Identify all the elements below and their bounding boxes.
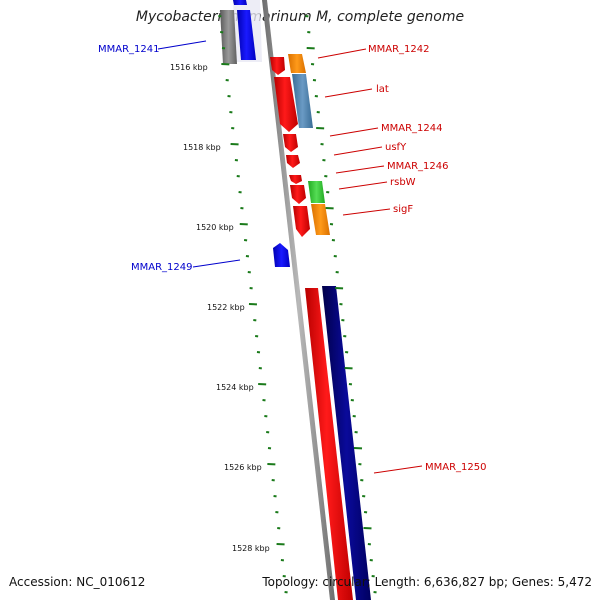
gene-top-blue-feature (233, 0, 247, 5)
gene-mmar-1249-feature (273, 243, 290, 267)
label-usfy[interactable]: usfY (385, 142, 407, 153)
gene-mmar-1241-feature (237, 10, 256, 60)
label-mmar-1249[interactable]: MMAR_1249 (131, 262, 193, 273)
genome-backbone (262, 0, 335, 600)
connector-mmar-1249 (192, 259, 241, 268)
gene-mmar-1242-orange-feature (288, 54, 306, 73)
gene-mmar-1242-feature (270, 57, 285, 75)
label-mmar-1244[interactable]: MMAR_1244 (381, 123, 443, 134)
label-sigf[interactable]: sigF (393, 204, 413, 215)
scale-label-1520: 1520 kbp (196, 223, 234, 232)
connector-usfy (333, 146, 383, 156)
label-rsbw[interactable]: rsbW (390, 177, 416, 188)
connector-rsbw (338, 181, 388, 190)
label-mmar-1242[interactable]: MMAR_1242 (368, 44, 430, 55)
connector-mmar-1242 (317, 48, 367, 59)
gene-lat-feature (274, 77, 298, 132)
gene-mmar-1246-feature (289, 175, 302, 184)
label-mmar-1250[interactable]: MMAR_1250 (425, 462, 487, 473)
accession-text: Accession: NC_010612 (9, 575, 146, 589)
connector-sigf (342, 208, 391, 216)
connector-mmar-1241 (157, 40, 207, 50)
map-title: Mycobacterium marinum M, complete genome (135, 9, 465, 25)
gene-mmar-1250-feature (322, 286, 371, 600)
scale-label-1526: 1526 kbp (224, 463, 262, 472)
label-mmar-1241[interactable]: MMAR_1241 (98, 44, 160, 55)
gene-sigf-orange-feature (311, 204, 330, 235)
scale-ticks (218, 15, 377, 594)
gene-lat-steelblue-feature (292, 74, 313, 128)
connector-mmar-1250 (373, 465, 423, 474)
connector-mmar-1246 (335, 165, 385, 174)
gene-rsbw-feature (290, 185, 306, 204)
connector-lat (324, 88, 373, 98)
scale-label-1518: 1518 kbp (183, 143, 221, 152)
gene-sigf-feature (293, 206, 310, 237)
scale-label-1528: 1528 kbp (232, 544, 270, 553)
gene-mmar-1241-gray-feature (220, 10, 237, 64)
connector-mmar-1244 (329, 127, 379, 137)
scale-label-1522: 1522 kbp (207, 303, 245, 312)
genome-info-text: Topology: circular; Length: 6,636,827 bp… (262, 575, 592, 589)
gene-rsbw-green-feature (308, 181, 325, 203)
label-connectors (157, 40, 423, 474)
gene-mmar-1250-red-feature (305, 288, 353, 600)
gene-usfy-feature (286, 155, 300, 168)
scale-label-1516: 1516 kbp (170, 63, 208, 72)
label-lat[interactable]: lat (376, 84, 389, 95)
gene-mmar-1244-feature (283, 134, 298, 152)
scale-label-1524: 1524 kbp (216, 383, 254, 392)
label-mmar-1246[interactable]: MMAR_1246 (387, 161, 449, 172)
